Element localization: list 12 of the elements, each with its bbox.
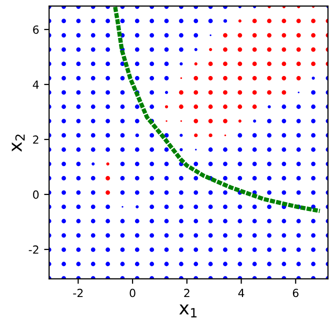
y-tick-label: 6 bbox=[33, 25, 39, 34]
y-tick-label: 4 bbox=[32, 80, 39, 89]
x-tick-label: 4 bbox=[238, 288, 244, 298]
x-tick-label: 6 bbox=[292, 288, 298, 298]
y-tick-label: 0 bbox=[33, 190, 39, 199]
y-tick-label: 2 bbox=[33, 135, 38, 144]
x-tick-label: -2 bbox=[73, 288, 83, 298]
y-tick-label: -2 bbox=[28, 245, 38, 254]
x-tick-label: 2 bbox=[184, 288, 190, 298]
y-axis-title: x$_{2}$ bbox=[12, 134, 25, 152]
x-axis-title: x$_{1}$ bbox=[179, 304, 197, 318]
x-tick-label: 0 bbox=[130, 288, 136, 298]
